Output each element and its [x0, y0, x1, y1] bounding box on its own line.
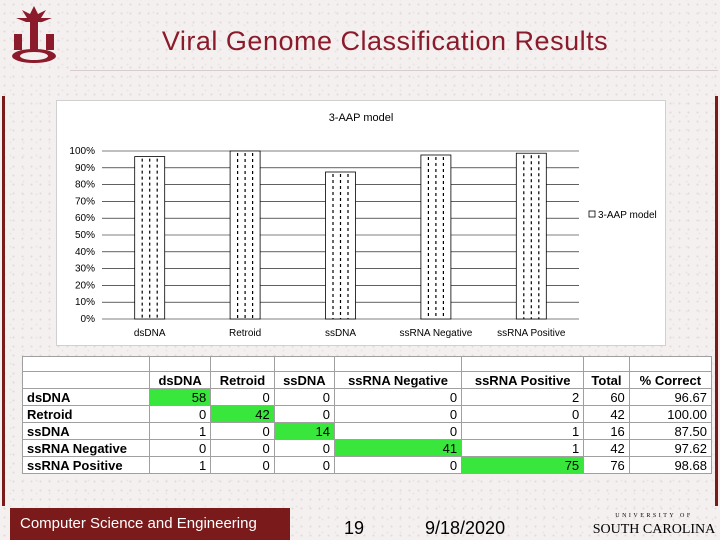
table-cell: 1 [149, 422, 212, 440]
x-tick-label: ssRNA Positive [497, 328, 566, 339]
y-tick-label: 30% [75, 264, 95, 275]
table-cell: 0 [149, 405, 212, 423]
table-cell: 16 [583, 422, 630, 440]
table-cell: 60 [583, 388, 630, 406]
legend-swatch [588, 210, 596, 218]
logo-top-text: UNIVERSITY OF [615, 513, 692, 519]
table-header-cell: ssRNA Positive [461, 371, 585, 389]
table-cell-blank [333, 356, 463, 372]
table-cell-blank [210, 356, 275, 372]
table-header-cell: ssDNA [273, 371, 336, 389]
table-cell: 2 [461, 388, 585, 406]
table-cell: 76 [583, 456, 630, 474]
table-cell: 0 [273, 456, 336, 474]
bar-chart: 3-AAP model 0% 10% 20% 30% 40% 50% 60% 70% 80% 90%… [56, 100, 666, 346]
confusion-table-container: dsDNA Retroid ssDNA ssRNA Negative ssRNA Pos… [21, 356, 713, 476]
table-header-cell: dsDNA [149, 371, 212, 389]
slide-title: Viral Genome Classification Results [161, 26, 609, 56]
y-tick-label: 100% [69, 146, 95, 157]
table-cell: 0 [461, 405, 585, 423]
y-tick-label: 10% [75, 297, 95, 308]
table-row: dsDNA 58 0 0 0 2 60 96.67 [21, 388, 713, 406]
table-cell: 0 [210, 422, 275, 440]
table-cell-blank [461, 356, 585, 372]
table-row-header: ssRNA Positive [21, 456, 151, 474]
logo-main-text: SOUTH CAROLINA [593, 522, 716, 537]
table-header-cell [21, 371, 151, 389]
table-cell-blank [273, 356, 336, 372]
usc-wordmark-logo: UNIVERSITY OF SOUTH CAROLINA [593, 513, 716, 537]
table-row: ssRNA Positive 1 0 0 0 75 76 98.68 [21, 456, 713, 474]
table-cell: 0 [273, 439, 336, 457]
table-cell: 0 [333, 388, 463, 406]
right-frame-bar [715, 96, 718, 506]
table-row-header: Retroid [21, 405, 151, 423]
table-header-cell: Total [583, 371, 630, 389]
table-cell-blank [583, 356, 630, 372]
table-cell: 0 [333, 422, 463, 440]
y-tick-label: 0% [81, 314, 96, 325]
table-cell: 0 [210, 388, 275, 406]
table-cell: 42 [210, 405, 275, 423]
left-frame-bar [2, 96, 5, 506]
y-tick-label: 40% [75, 247, 95, 258]
footer-bar: Computer Science and Engineering [10, 508, 290, 540]
chart-title: 3-AAP model [329, 112, 394, 124]
table-cell: 98.68 [628, 456, 713, 474]
table-cell: 100.00 [628, 405, 713, 423]
y-tick-label: 70% [75, 196, 95, 207]
table-cell: 1 [461, 422, 585, 440]
table-cell: 96.67 [628, 388, 713, 406]
table-row-header: ssDNA [21, 422, 151, 440]
y-tick-label: 80% [75, 180, 95, 191]
usc-seal-logo [12, 6, 56, 63]
table-cell: 42 [583, 405, 630, 423]
x-tick-label: dsDNA [134, 328, 166, 339]
y-tick-label: 20% [75, 280, 95, 291]
table-cell-blank [628, 356, 713, 372]
x-tick-label: ssRNA Negative [399, 328, 472, 339]
table-cell: 58 [149, 388, 212, 406]
table-cell: 14 [273, 422, 336, 440]
table-header-cell: ssRNA Negative [333, 371, 463, 389]
table-blank-row [21, 356, 713, 372]
x-tick-label: Retroid [229, 328, 261, 339]
table-cell-blank [149, 356, 212, 372]
table-header-cell: Retroid [210, 371, 275, 389]
table-row: ssDNA 1 0 14 0 1 16 87.50 [21, 422, 713, 440]
table-cell: 1 [149, 456, 212, 474]
table-cell: 0 [210, 456, 275, 474]
table-header-cell: % Correct [628, 371, 713, 389]
table-row-header: ssRNA Negative [21, 439, 151, 457]
confusion-matrix-table: dsDNA Retroid ssDNA ssRNA Negative ssRNA Pos… [21, 356, 713, 474]
table-cell: 0 [333, 405, 463, 423]
table-row-header: dsDNA [21, 388, 151, 406]
table-cell: 0 [149, 439, 212, 457]
table-row: Retroid 0 42 0 0 0 42 100.00 [21, 405, 713, 423]
table-cell: 42 [583, 439, 630, 457]
y-tick-label: 60% [75, 213, 95, 224]
table-cell: 75 [461, 456, 585, 474]
table-cell-blank [21, 356, 151, 372]
table-cell: 41 [333, 439, 463, 457]
title-divider [70, 70, 718, 71]
table-header-row: dsDNA Retroid ssDNA ssRNA Negative ssRNA Pos… [21, 371, 713, 389]
chart-canvas: 3-AAP model 0% 10% 20% 30% 40% 50% 60% 70% 80% 90%… [69, 112, 657, 339]
table-row: ssRNA Negative 0 0 0 41 1 42 97.62 [21, 439, 713, 457]
table-cell: 0 [210, 439, 275, 457]
y-tick-label: 50% [75, 230, 95, 241]
slide-date: 9/18/2020 [425, 518, 506, 538]
table-cell: 97.62 [628, 439, 713, 457]
table-cell: 0 [333, 456, 463, 474]
table-cell: 87.50 [628, 422, 713, 440]
legend-label: 3-AAP model [598, 210, 657, 221]
x-tick-label: ssDNA [325, 328, 356, 339]
page-number: 19 [344, 518, 365, 538]
table-cell: 0 [273, 405, 336, 423]
table-cell: 1 [461, 439, 585, 457]
y-tick-label: 90% [75, 163, 95, 174]
table-cell: 0 [273, 388, 336, 406]
